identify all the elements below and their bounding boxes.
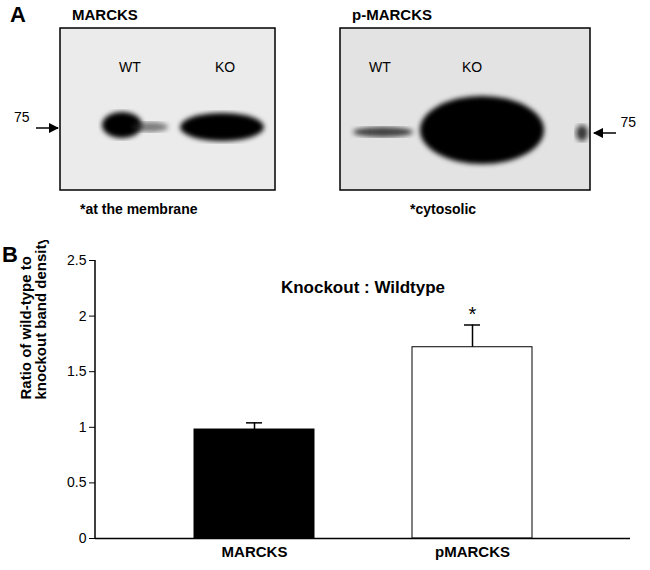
svg-text:2.5: 2.5 bbox=[67, 252, 87, 268]
svg-text:*at the membrane: *at the membrane bbox=[80, 201, 198, 217]
svg-text:75: 75 bbox=[14, 109, 30, 125]
svg-text:Knockout : Wildtype: Knockout : Wildtype bbox=[281, 278, 445, 297]
svg-text:p-MARCKS: p-MARCKS bbox=[352, 6, 432, 23]
svg-text:75: 75 bbox=[620, 114, 636, 130]
svg-text:pMARCKS: pMARCKS bbox=[435, 543, 510, 560]
svg-text:KO: KO bbox=[215, 59, 235, 75]
svg-text:1.5: 1.5 bbox=[67, 363, 87, 379]
svg-text:MARCKS: MARCKS bbox=[72, 6, 138, 23]
svg-text:MARCKS: MARCKS bbox=[222, 543, 288, 560]
svg-text:0: 0 bbox=[79, 530, 87, 546]
svg-text:KO: KO bbox=[462, 59, 482, 75]
svg-text:Ratio of wild-type toknockout: Ratio of wild-type toknockout band densi… bbox=[17, 240, 49, 400]
svg-text:0.5: 0.5 bbox=[67, 474, 87, 490]
svg-text:2: 2 bbox=[79, 308, 87, 324]
svg-text:B: B bbox=[2, 242, 18, 267]
svg-text:A: A bbox=[10, 2, 26, 27]
svg-text:1: 1 bbox=[79, 419, 87, 435]
svg-text:WT: WT bbox=[119, 59, 141, 75]
svg-text:WT: WT bbox=[369, 59, 391, 75]
svg-text:*: * bbox=[469, 303, 477, 325]
svg-text:*cytosolic: *cytosolic bbox=[410, 201, 476, 217]
